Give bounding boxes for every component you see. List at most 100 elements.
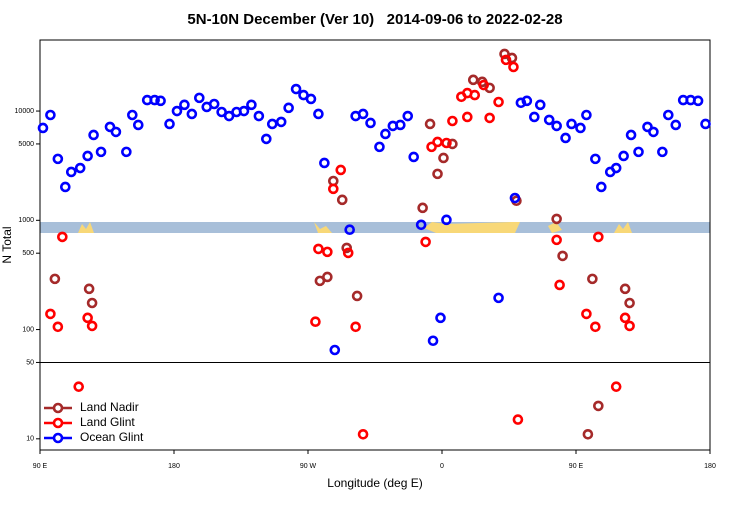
data-point bbox=[484, 112, 495, 124]
data-point bbox=[670, 119, 682, 131]
data-point bbox=[610, 381, 622, 392]
data-point bbox=[642, 121, 653, 133]
data-point bbox=[313, 108, 324, 120]
data-point bbox=[462, 111, 473, 123]
data-point bbox=[663, 109, 674, 121]
data-point bbox=[60, 181, 71, 193]
data-point bbox=[65, 166, 77, 178]
y-tick-label: 500 bbox=[22, 250, 34, 257]
data-point bbox=[305, 93, 317, 105]
data-point bbox=[341, 242, 353, 254]
data-point bbox=[441, 137, 452, 149]
data-point bbox=[380, 128, 391, 140]
data-point bbox=[596, 181, 607, 193]
data-point bbox=[82, 312, 93, 324]
data-point bbox=[657, 146, 668, 158]
data-point bbox=[590, 153, 601, 165]
x-tick-label: 90 E bbox=[33, 463, 48, 470]
x-tick-label: 180 bbox=[704, 463, 716, 470]
land-patch bbox=[424, 222, 520, 233]
ocean-strip bbox=[40, 222, 710, 233]
data-point bbox=[73, 381, 85, 392]
land-patch bbox=[78, 222, 94, 233]
data-point bbox=[700, 118, 711, 130]
data-point bbox=[619, 312, 631, 324]
data-point bbox=[149, 94, 160, 106]
data-point bbox=[534, 99, 546, 111]
plot-layer: 90 E 180 90 W 0 90 E 180 10 50 100 500 1000 5000 100… bbox=[15, 48, 716, 470]
data-point bbox=[543, 114, 555, 126]
data-point bbox=[357, 108, 369, 120]
data-point bbox=[521, 95, 533, 107]
data-point bbox=[88, 129, 99, 141]
data-point bbox=[313, 243, 324, 255]
data-point bbox=[557, 250, 568, 262]
data-point bbox=[350, 321, 361, 333]
data-point bbox=[618, 150, 629, 162]
data-point bbox=[37, 122, 49, 134]
data-point bbox=[560, 132, 571, 144]
data-point bbox=[74, 162, 86, 174]
legend-marker bbox=[52, 417, 64, 429]
x-tick-label: 90 E bbox=[569, 463, 584, 470]
data-point bbox=[551, 234, 562, 246]
data-point bbox=[587, 273, 598, 285]
data-point bbox=[424, 118, 436, 130]
y-tick-label: 5000 bbox=[18, 141, 34, 148]
data-point bbox=[435, 312, 446, 324]
data-point bbox=[395, 119, 406, 131]
land-patch bbox=[548, 222, 562, 233]
data-point bbox=[86, 320, 98, 332]
data-point bbox=[86, 297, 98, 309]
data-point bbox=[469, 89, 481, 101]
data-point bbox=[336, 194, 348, 206]
data-point bbox=[427, 335, 439, 347]
data-point bbox=[692, 95, 704, 107]
plot-frame bbox=[39, 39, 711, 451]
data-point bbox=[246, 99, 257, 111]
data-point bbox=[155, 95, 166, 107]
data-point bbox=[319, 157, 330, 169]
data-point bbox=[83, 283, 95, 295]
data-point bbox=[186, 108, 198, 120]
legend-marker bbox=[52, 432, 64, 444]
data-point bbox=[208, 98, 220, 110]
data-point bbox=[633, 146, 644, 158]
data-point bbox=[164, 118, 175, 130]
data-point bbox=[194, 92, 205, 104]
data-point bbox=[290, 83, 302, 95]
data-point bbox=[402, 110, 414, 122]
data-point bbox=[493, 292, 504, 304]
data-point bbox=[374, 141, 385, 153]
data-point bbox=[357, 428, 369, 440]
data-point bbox=[328, 183, 339, 195]
data-point bbox=[344, 224, 355, 236]
data-point bbox=[593, 400, 604, 412]
data-point bbox=[624, 297, 635, 309]
data-point bbox=[45, 109, 56, 121]
data-point bbox=[110, 126, 122, 138]
data-point bbox=[132, 119, 144, 131]
data-point bbox=[45, 308, 56, 320]
data-point bbox=[554, 279, 565, 291]
data-point bbox=[566, 118, 577, 130]
data-point bbox=[551, 120, 562, 132]
legend-label: Land Glint bbox=[80, 415, 135, 429]
data-point bbox=[95, 146, 107, 158]
data-point bbox=[500, 54, 512, 66]
data-point bbox=[441, 214, 452, 226]
data-point bbox=[171, 105, 183, 117]
legend-label: Ocean Glint bbox=[80, 430, 144, 444]
data-point bbox=[49, 273, 61, 285]
data-point bbox=[179, 99, 190, 111]
data-point bbox=[329, 344, 341, 356]
data-point bbox=[82, 150, 93, 162]
data-point bbox=[648, 126, 659, 138]
data-point bbox=[283, 102, 294, 114]
data-point bbox=[467, 74, 479, 86]
data-point bbox=[432, 168, 443, 180]
data-point bbox=[57, 231, 68, 243]
